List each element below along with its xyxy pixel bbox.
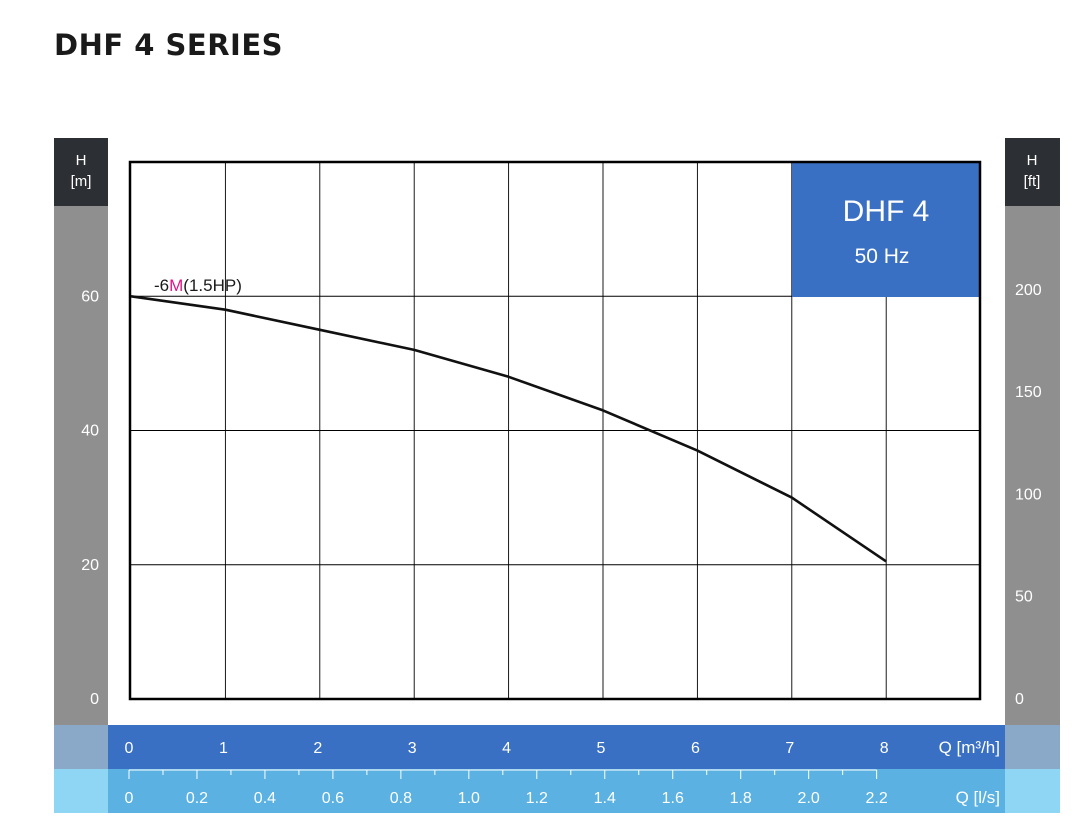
left-axis-title: H bbox=[76, 152, 87, 169]
chart-marks bbox=[130, 295, 887, 563]
x-secondary-tick-label: 0.6 bbox=[322, 790, 344, 807]
series-line bbox=[130, 295, 887, 563]
left-tick-label: 60 bbox=[81, 288, 99, 305]
series-label: -6M(1.5HP) bbox=[154, 276, 242, 295]
q-ls-corner-right bbox=[1005, 769, 1060, 813]
left-tick-label: 20 bbox=[81, 557, 99, 574]
right-axis-header bbox=[1005, 138, 1060, 206]
series-label-prefix: -6 bbox=[154, 276, 169, 295]
x-primary-tick-label: 7 bbox=[785, 740, 794, 757]
q-m3h-band bbox=[108, 725, 1005, 769]
left-tick-label: 0 bbox=[90, 691, 99, 708]
x-secondary-tick-label: 1.6 bbox=[662, 790, 684, 807]
x-secondary-tick-label: 0.8 bbox=[390, 790, 412, 807]
left-axis-unit: [m] bbox=[71, 173, 92, 190]
left-axis-band bbox=[54, 206, 108, 725]
right-axis-unit: [ft] bbox=[1024, 173, 1041, 190]
right-tick-label: 150 bbox=[1015, 384, 1042, 401]
left-tick-label: 40 bbox=[81, 423, 99, 440]
x-primary-tick-label: 3 bbox=[408, 740, 417, 757]
right-tick-label: 50 bbox=[1015, 589, 1033, 606]
x-axis-secondary-label: Q [l/s] bbox=[956, 788, 1000, 807]
x-secondary-tick-label: 2.2 bbox=[866, 790, 888, 807]
right-tick-label: 200 bbox=[1015, 282, 1042, 299]
tick-labels: 0 20 40 60 0 50 100 150 200 0 1 2 3 4 5 6 7 8 0 0.2 0.4 0.6 0.… bbox=[81, 282, 1042, 807]
right-tick-label: 100 bbox=[1015, 486, 1042, 503]
right-axis-title: H bbox=[1027, 152, 1038, 169]
x-primary-tick-label: 4 bbox=[502, 740, 511, 757]
x-primary-tick-label: 8 bbox=[880, 740, 889, 757]
q-ls-corner bbox=[54, 769, 108, 813]
x-secondary-tick-label: 0.4 bbox=[254, 790, 276, 807]
x-secondary-tick-label: 1.8 bbox=[730, 790, 752, 807]
x-secondary-tick-label: 1.4 bbox=[594, 790, 616, 807]
x-primary-tick-label: 2 bbox=[313, 740, 322, 757]
left-axis-header bbox=[54, 138, 108, 206]
x-primary-tick-label: 6 bbox=[691, 740, 700, 757]
q-m3h-corner-right bbox=[1005, 725, 1060, 769]
x-secondary-tick-label: 0.2 bbox=[186, 790, 208, 807]
right-axis-band bbox=[1005, 206, 1060, 725]
x-axis-primary-label: Q [m³/h] bbox=[939, 738, 1000, 757]
badge-title: DHF 4 bbox=[843, 195, 930, 228]
x-secondary-tick-label: 0 bbox=[125, 790, 134, 807]
badge-subtitle: 50 Hz bbox=[855, 245, 910, 268]
q-m3h-corner bbox=[54, 725, 108, 769]
x-primary-tick-label: 0 bbox=[125, 740, 134, 757]
series-label-accent: M bbox=[169, 276, 183, 295]
x-primary-tick-label: 1 bbox=[219, 740, 228, 757]
right-tick-label: 0 bbox=[1015, 691, 1024, 708]
x-secondary-tick-label: 1.2 bbox=[526, 790, 548, 807]
page-title: DHF 4 SERIES bbox=[54, 28, 284, 62]
x-primary-tick-label: 5 bbox=[597, 740, 606, 757]
q-ls-band bbox=[108, 769, 1005, 813]
x-secondary-tick-label: 2.0 bbox=[798, 790, 820, 807]
series-label-suffix: (1.5HP) bbox=[183, 276, 242, 295]
model-badge bbox=[792, 163, 980, 297]
plot-border bbox=[128, 160, 982, 701]
x-secondary-tick-label: 1.0 bbox=[458, 790, 480, 807]
